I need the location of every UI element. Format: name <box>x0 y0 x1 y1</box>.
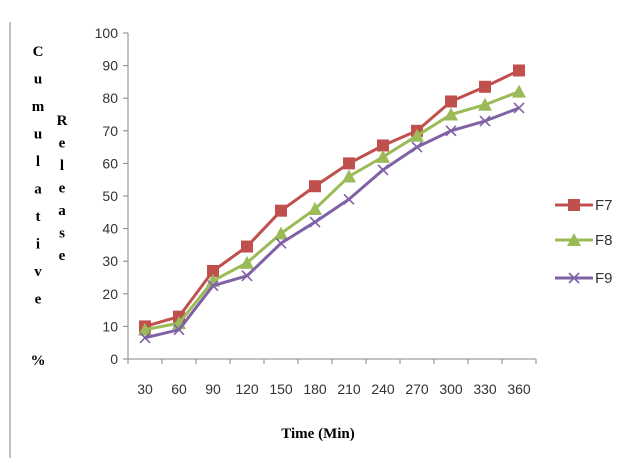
y-tick-label: 10 <box>102 318 118 334</box>
legend-item-f8: F8 <box>555 232 613 249</box>
series-f9 <box>139 102 525 344</box>
x-tick-label: 300 <box>439 381 463 397</box>
data-point-f9 <box>207 280 219 292</box>
data-point-f8 <box>376 149 390 163</box>
data-point-f9 <box>275 237 287 249</box>
x-tick-label: 120 <box>235 381 259 397</box>
data-point-f8 <box>512 84 526 98</box>
data-point-f8 <box>240 255 254 269</box>
data-point-f8 <box>274 226 288 240</box>
y-tick-label: 40 <box>102 221 118 237</box>
y-axis-label-letter: a <box>58 203 66 219</box>
y-axis-label-letter: m <box>32 99 45 115</box>
x-tick-label: 270 <box>405 381 429 397</box>
legend-label: F7 <box>595 197 613 214</box>
y-axis-label-letter: s <box>59 226 65 242</box>
y-axis-label-letter: a <box>34 182 42 198</box>
series-f7 <box>139 64 525 333</box>
data-point-f8 <box>138 322 152 336</box>
data-point-f9 <box>513 102 525 114</box>
data-point-f8 <box>410 128 424 142</box>
data-point-f8 <box>444 107 458 121</box>
x-tick-label: 150 <box>269 381 293 397</box>
data-point-f9 <box>173 324 185 336</box>
axes: 0 10 20 30 40 50 60 70 80 90 100 30 60 90 120 150 180 210… <box>95 25 537 397</box>
data-point-f8 <box>308 202 322 216</box>
data-point-f8 <box>478 97 492 111</box>
y-axis-label-letter: l <box>60 158 64 174</box>
data-point-f7 <box>309 180 321 193</box>
y-tick-label: 100 <box>95 25 119 41</box>
data-point-f9 <box>411 141 423 153</box>
y-tick-label: 90 <box>102 58 118 74</box>
x-tick-label: 180 <box>303 381 327 397</box>
y-tick-label: 70 <box>102 123 118 139</box>
legend-item-f7: F7 <box>555 197 613 214</box>
data-point-f7 <box>445 95 457 108</box>
x-tick-label: 210 <box>337 381 361 397</box>
legend-marker <box>568 272 580 284</box>
x-tick-label: 60 <box>171 381 187 397</box>
data-point-f7 <box>377 139 389 152</box>
data-point-f7 <box>513 64 525 77</box>
y-axis-label-letter: t <box>36 209 41 225</box>
legend-marker <box>567 233 581 246</box>
data-point-f7 <box>241 240 253 253</box>
data-point-f9 <box>479 115 491 127</box>
y-axis-label-letter: R <box>57 113 68 129</box>
legend-label: F9 <box>595 270 613 287</box>
y-axis-label-letter: C <box>33 44 44 60</box>
y-axis-label-letter: i <box>36 237 40 253</box>
y-axis-label-letter: e <box>59 136 66 152</box>
legend-label: F8 <box>595 232 613 249</box>
x-axis-label: Time (Min) <box>281 426 354 442</box>
y-axis-label-letter: u <box>34 127 42 143</box>
y-axis-label-letter: v <box>34 264 42 280</box>
series-group <box>138 64 526 344</box>
y-tick-label: 30 <box>102 253 118 269</box>
y-axis-label-letter: l <box>36 154 40 170</box>
data-point-f8 <box>342 169 356 183</box>
data-point-f9 <box>241 270 253 282</box>
y-axis-label-letter: e <box>59 248 66 264</box>
data-point-f7 <box>343 157 355 170</box>
series-line-f7 <box>144 69 520 328</box>
data-point-f9 <box>139 332 151 344</box>
y-axis-label-letter: e <box>59 181 66 197</box>
legend-marker <box>568 199 580 211</box>
y-tick-label: 50 <box>102 188 118 204</box>
series-line-f8 <box>144 90 520 332</box>
x-tick-label: 30 <box>137 381 153 397</box>
y-tick-label: 80 <box>102 90 118 106</box>
y-tick-label: 0 <box>110 351 118 367</box>
data-point-f9 <box>309 216 321 228</box>
y-tick-label: 60 <box>102 155 118 171</box>
data-point-f9 <box>343 193 355 205</box>
data-point-f7 <box>207 264 219 277</box>
series-line-f9 <box>144 106 520 340</box>
y-axis-label-letter: e <box>35 292 42 308</box>
x-tick-label: 240 <box>371 381 395 397</box>
y-axis-label-letter: u <box>34 72 42 88</box>
x-tick-label: 360 <box>507 381 531 397</box>
y-tick-label: 20 <box>102 286 118 302</box>
y-axis-label-letter: % <box>31 353 46 369</box>
data-point-f7 <box>479 80 491 93</box>
data-point-f7 <box>275 204 287 217</box>
x-tick-label: 330 <box>473 381 497 397</box>
legend: F7 F8 F9 <box>555 197 613 287</box>
data-point-f9 <box>377 164 389 176</box>
legend-item-f9: F9 <box>555 270 613 287</box>
data-point-f9 <box>445 125 457 137</box>
x-tick-label: 90 <box>205 381 221 397</box>
